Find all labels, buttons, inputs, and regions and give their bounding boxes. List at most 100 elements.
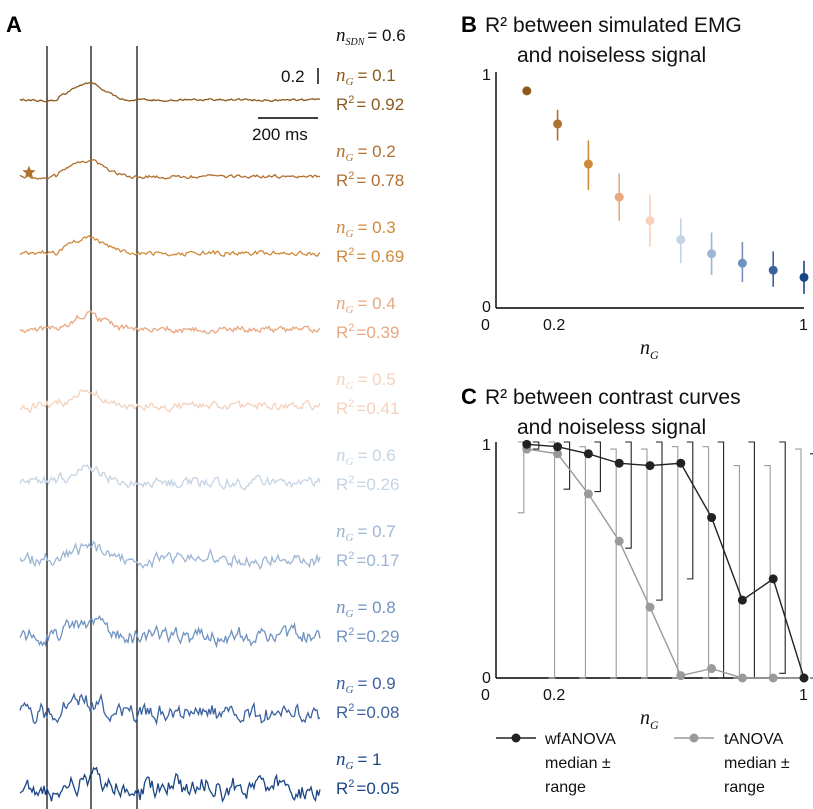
series-line bbox=[526, 443, 805, 679]
range-bracket bbox=[686, 441, 694, 580]
range-bracket bbox=[548, 441, 556, 679]
r2-label: R2 =0.29 bbox=[336, 626, 399, 646]
panel-a-letter: A bbox=[6, 12, 22, 37]
series-point bbox=[707, 513, 717, 523]
panel-c-axes: 1 0 0 0.2 1 nG bbox=[481, 437, 808, 732]
emg-trace bbox=[19, 463, 321, 491]
ng-label: nG = 0.7 bbox=[336, 521, 396, 544]
scale-bars: 0.2 200 ms bbox=[252, 67, 319, 144]
range-bracket bbox=[517, 441, 525, 514]
emg-trace bbox=[19, 614, 321, 649]
series-point bbox=[583, 489, 593, 499]
r2-label: R2 = 0.92 bbox=[336, 94, 404, 114]
range-bracket bbox=[795, 448, 802, 679]
data-point bbox=[614, 192, 624, 202]
panel-c-ytick-1: 1 bbox=[482, 437, 491, 454]
range-bracket bbox=[764, 465, 771, 679]
r2-label: R2 =0.39 bbox=[336, 322, 399, 342]
ng-label: nG = 0.9 bbox=[336, 673, 396, 696]
series-point bbox=[707, 664, 717, 674]
r2-label: R2 =0.08 bbox=[336, 702, 399, 722]
legend-item-wfanova: wfANOVA median ± range bbox=[496, 731, 616, 796]
legend-tanova-label: tANOVA bbox=[724, 731, 784, 748]
range-bracket bbox=[610, 448, 617, 679]
r2-label: R2 =0.17 bbox=[336, 550, 399, 570]
legend-tanova-marker bbox=[689, 733, 699, 743]
data-point bbox=[553, 119, 563, 129]
range-bracket bbox=[579, 446, 586, 679]
range-bracket bbox=[671, 446, 679, 679]
range-bracket bbox=[733, 465, 740, 679]
panel-b-ytick-1: 1 bbox=[482, 67, 491, 84]
data-point bbox=[583, 159, 593, 169]
panel-b-points bbox=[522, 86, 809, 294]
panel-b-ytick-0: 0 bbox=[482, 299, 491, 316]
panel-c-title-line2: and noiseless signal bbox=[517, 416, 706, 439]
series-point bbox=[583, 449, 593, 459]
emg-trace bbox=[20, 388, 321, 414]
panel-b-xlabel: nG bbox=[640, 337, 659, 362]
panel-c-legend: wfANOVA median ± range tANOVA median ± r… bbox=[496, 731, 790, 796]
panel-c-lines bbox=[522, 439, 809, 683]
ng-label: nG = 0.8 bbox=[336, 597, 396, 620]
panel-c-xtick-0: 0 bbox=[481, 687, 490, 704]
series-point bbox=[614, 458, 624, 468]
data-point bbox=[799, 272, 809, 282]
r2-label: R2 =0.05 bbox=[336, 778, 399, 798]
range-bracket bbox=[594, 441, 601, 493]
legend-wfanova-line3: range bbox=[545, 779, 586, 796]
emg-traces bbox=[19, 81, 321, 804]
panel-c-title-line1: R² between contrast curves bbox=[485, 386, 741, 409]
series-point bbox=[553, 449, 563, 459]
panel-b-axes: 1 0 0 0.2 1 nG bbox=[481, 67, 808, 362]
panel-a-vlines bbox=[46, 46, 138, 809]
series-point bbox=[737, 595, 747, 605]
series-point bbox=[737, 673, 747, 683]
ng-label: nG = 0.2 bbox=[336, 141, 396, 164]
series-point bbox=[676, 671, 686, 681]
range-bracket bbox=[641, 448, 648, 679]
legend-wfanova-line2: median ± bbox=[545, 755, 611, 772]
panel-c-ytick-0: 0 bbox=[482, 670, 491, 687]
star-icon bbox=[22, 165, 36, 179]
data-point bbox=[737, 258, 747, 268]
data-point bbox=[707, 249, 717, 259]
panel-c-letter: C bbox=[461, 384, 477, 409]
legend-tanova-line2: median ± bbox=[724, 755, 790, 772]
panel-b-letter: B bbox=[461, 12, 477, 37]
emg-trace bbox=[19, 159, 321, 180]
ng-label: nG = 0.3 bbox=[336, 217, 396, 240]
emg-trace bbox=[19, 310, 321, 335]
sdn-label: nSDN = 0.6 bbox=[336, 25, 406, 48]
ng-label: nG = 1 bbox=[336, 749, 382, 772]
panel-c-xtick-02: 0.2 bbox=[543, 687, 565, 704]
range-bracket bbox=[625, 441, 632, 549]
panel-c-xtick-1: 1 bbox=[799, 687, 808, 704]
panel-b-title-line2: and noiseless signal bbox=[517, 44, 706, 67]
series-point bbox=[676, 458, 686, 468]
panel-c-range-brackets bbox=[517, 441, 813, 679]
ng-label: nG = 0.4 bbox=[336, 293, 396, 316]
legend-wfanova-label: wfANOVA bbox=[544, 731, 616, 748]
data-point bbox=[645, 216, 655, 226]
r2-label: R2 = 0.78 bbox=[336, 170, 404, 190]
panel-c-xlabel: nG bbox=[640, 707, 659, 732]
series-point bbox=[553, 442, 563, 452]
panel-b-title-line1: R² between simulated EMG bbox=[485, 14, 742, 37]
ng-label: nG = 0.1 bbox=[336, 65, 396, 88]
series-point bbox=[645, 602, 655, 612]
time-scale-label: 200 ms bbox=[252, 125, 308, 144]
series-point bbox=[768, 673, 778, 683]
series-point bbox=[645, 461, 655, 471]
amplitude-scale-label: 0.2 bbox=[281, 67, 305, 86]
series-point bbox=[799, 673, 809, 683]
range-bracket bbox=[748, 441, 755, 679]
range-bracket bbox=[779, 441, 786, 674]
data-point bbox=[522, 86, 532, 96]
emg-trace bbox=[19, 235, 321, 258]
series-line bbox=[526, 448, 804, 679]
emg-trace bbox=[19, 540, 321, 570]
series-point bbox=[614, 536, 624, 546]
range-bracket bbox=[563, 441, 571, 490]
